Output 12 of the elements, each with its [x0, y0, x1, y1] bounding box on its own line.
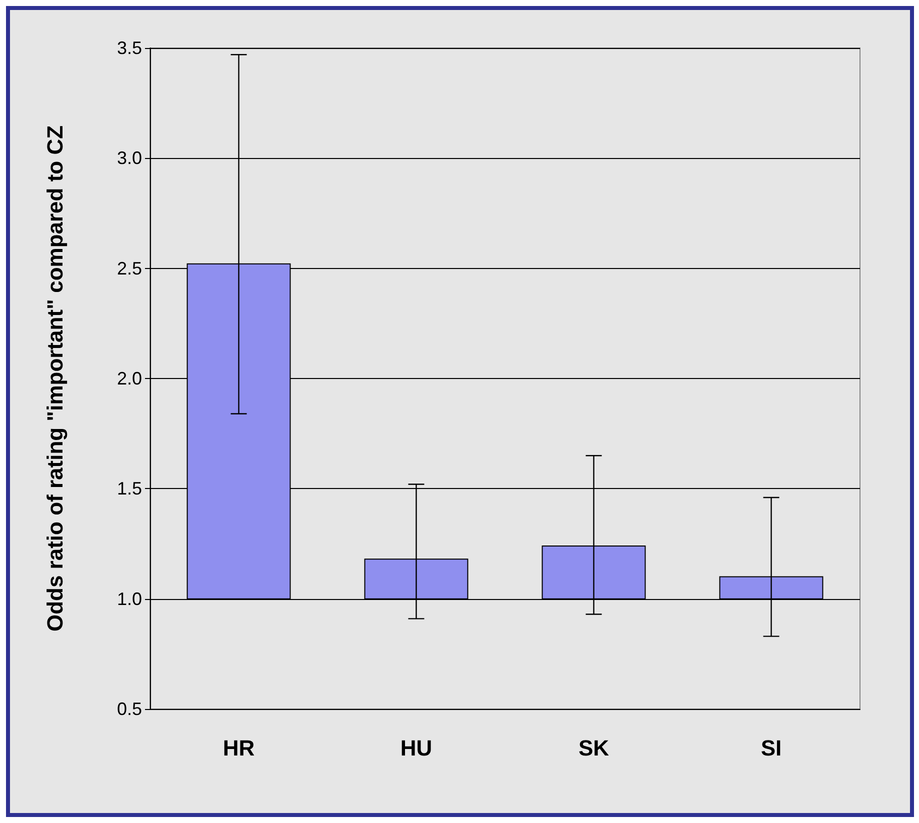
x-tick-label: SK: [578, 736, 610, 760]
y-axis-title: Odds ratio of rating "important" compared to CZ: [42, 125, 68, 632]
y-tick-label: 2.0: [116, 368, 142, 388]
y-tick-label: 3.0: [116, 148, 142, 168]
y-tick-label: 1.5: [116, 478, 142, 499]
x-tick-label: HR: [222, 736, 255, 760]
y-tick-label: 3.5: [116, 38, 142, 58]
y-tick-label: 2.5: [116, 258, 142, 278]
y-tick-label: 1.0: [116, 588, 142, 609]
x-tick-label: HU: [400, 736, 432, 760]
x-tick-label: SI: [760, 736, 782, 760]
y-tick-label: 0.5: [116, 699, 142, 719]
